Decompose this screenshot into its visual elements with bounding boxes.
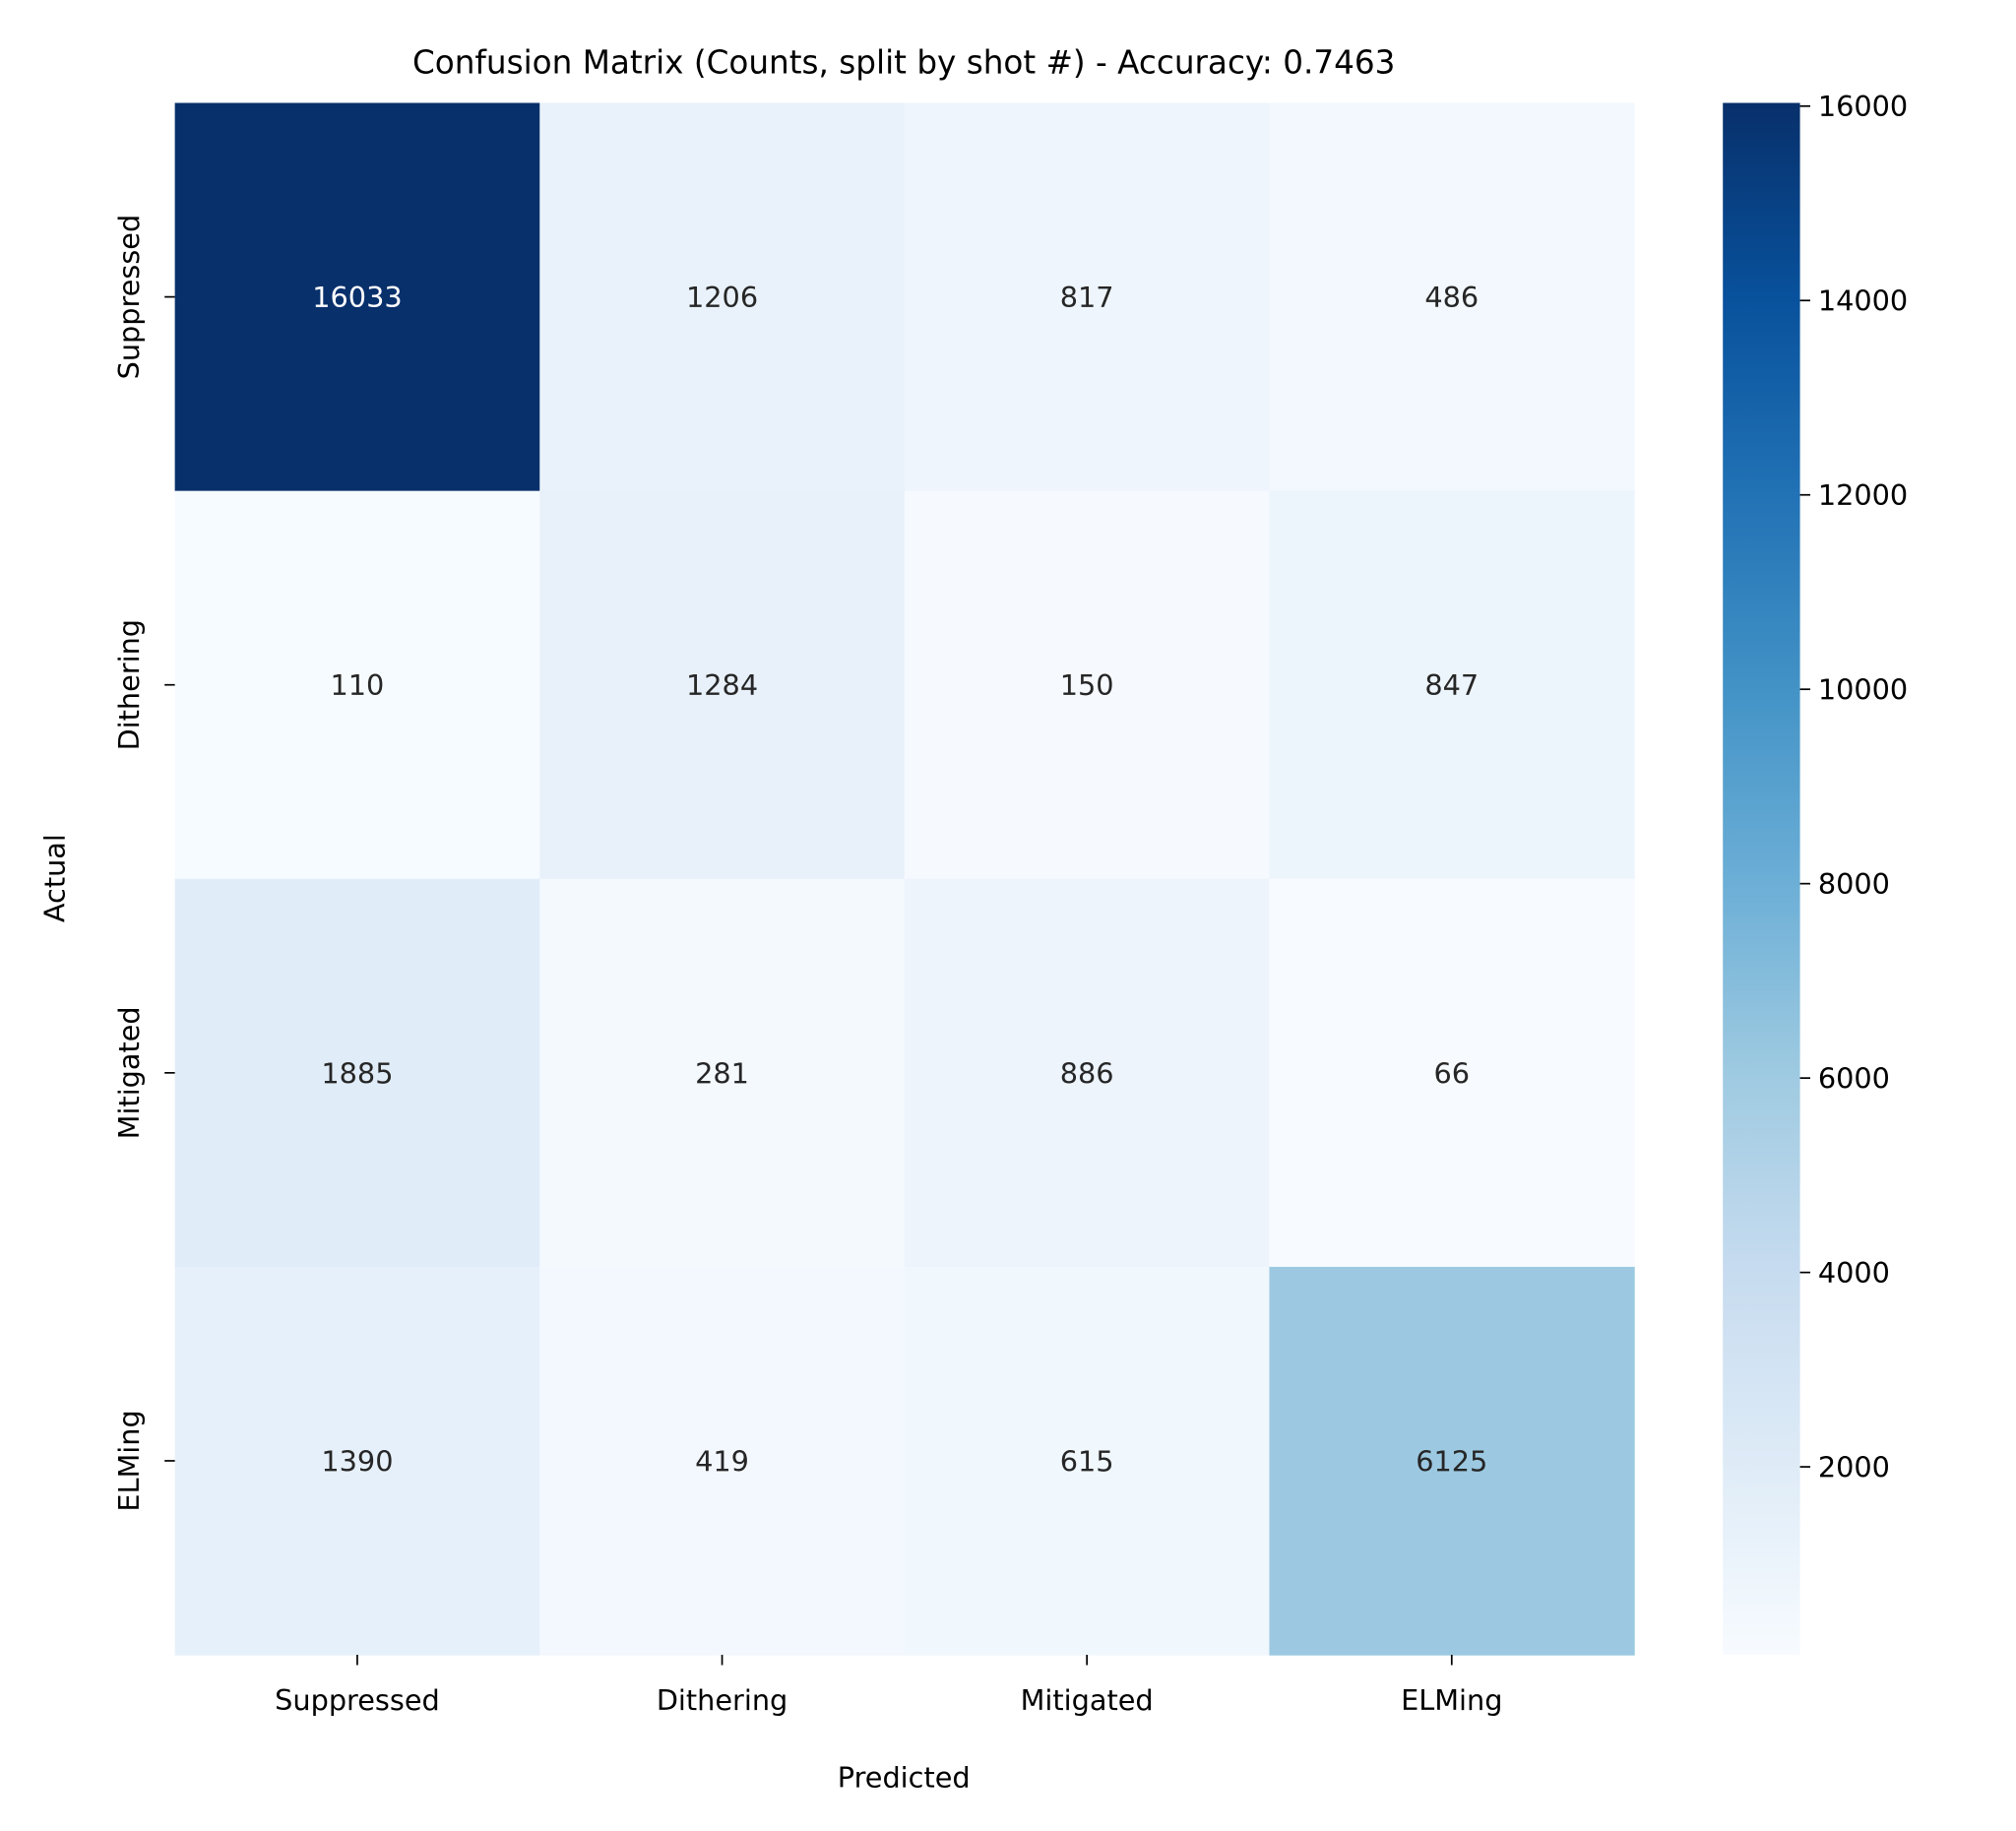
cell-value-label: 1206 (686, 281, 758, 314)
colorbar-tick-label: 16000 (1818, 90, 1908, 123)
cell-value-label: 1284 (686, 668, 758, 702)
heatmap-cell (174, 1266, 540, 1656)
x-axis: Suppressed Dithering Mitigated ELMing (275, 1655, 1502, 1717)
y-axis-label: Actual (37, 834, 71, 922)
cell-value-label: 1390 (321, 1444, 393, 1478)
heatmap-cell (1269, 490, 1635, 880)
colorbar-tick-label: 6000 (1818, 1062, 1890, 1096)
colorbar-tick-label: 4000 (1818, 1256, 1890, 1290)
colorbar-tick-label: 12000 (1818, 478, 1908, 512)
cell-value-label: 66 (1434, 1056, 1471, 1090)
y-tick-label: Suppressed (112, 215, 146, 380)
chart-title: Confusion Matrix (Counts, split by shot … (412, 43, 1395, 81)
heatmap-cell (539, 490, 906, 880)
x-axis-label: Predicted (838, 1761, 971, 1795)
heatmap-cell (904, 490, 1271, 880)
heatmap-cell (539, 878, 906, 1268)
colorbar-ticks: 2000 4000 6000 8000 10000 12000 14000 16000 (1799, 90, 1908, 1484)
colorbar-tick-label: 10000 (1818, 673, 1908, 707)
x-tick-label: Suppressed (275, 1683, 440, 1717)
cell-value-label: 486 (1424, 281, 1479, 314)
heatmap-cell (539, 1266, 906, 1656)
cell-value-label: 886 (1060, 1056, 1114, 1090)
cell-value-label: 615 (1060, 1444, 1114, 1478)
heatmap-cell (174, 490, 540, 880)
cell-value-label: 16033 (312, 281, 402, 314)
heatmap-cells: 16033 1206 817 486 110 1284 150 847 1885 281 886 66… (174, 102, 1635, 1656)
cell-value-label: 110 (331, 668, 385, 702)
heatmap-cell (539, 102, 906, 492)
y-tick-label: ELMing (112, 1410, 146, 1511)
colorbar-tick-label: 14000 (1818, 284, 1908, 318)
cell-value-label: 150 (1060, 668, 1114, 702)
cell-value-label: 281 (695, 1056, 749, 1090)
cell-value-label: 817 (1060, 281, 1114, 314)
heatmap-cell (1269, 1266, 1635, 1656)
x-tick-label: ELMing (1401, 1683, 1502, 1717)
heatmap-cell (174, 102, 540, 492)
heatmap-cell (904, 1266, 1271, 1656)
cell-value-label: 847 (1424, 668, 1479, 702)
heatmap-cell (1269, 878, 1635, 1268)
heatmap-cell (904, 102, 1271, 492)
heatmap-cell (904, 878, 1271, 1268)
x-tick-label: Mitigated (1021, 1683, 1154, 1717)
cell-value-label: 6125 (1416, 1444, 1487, 1478)
colorbar (1723, 102, 1800, 1656)
x-tick-label: Dithering (657, 1683, 788, 1717)
y-tick-label: Dithering (112, 619, 146, 750)
y-axis: Suppressed Dithering Mitigated ELMing (112, 215, 175, 1512)
colorbar-tick-label: 8000 (1818, 867, 1890, 901)
heatmap-cell (174, 878, 540, 1268)
y-tick-label: Mitigated (112, 1006, 146, 1139)
cell-value-label: 1885 (321, 1056, 393, 1090)
colorbar-tick-label: 2000 (1818, 1451, 1890, 1484)
cell-value-label: 419 (695, 1444, 749, 1478)
heatmap-cell (1269, 102, 1635, 492)
